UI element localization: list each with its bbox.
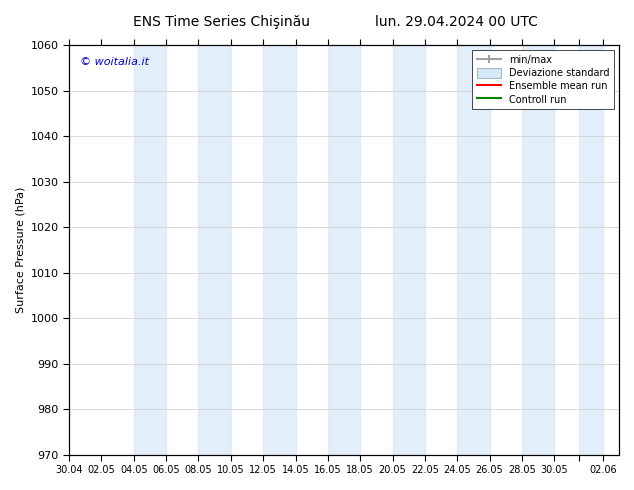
Text: lun. 29.04.2024 00 UTC: lun. 29.04.2024 00 UTC bbox=[375, 15, 538, 29]
Text: © woitalia.it: © woitalia.it bbox=[80, 57, 149, 67]
Text: ENS Time Series Chişinău: ENS Time Series Chişinău bbox=[133, 15, 311, 29]
Bar bbox=[198, 45, 231, 455]
Bar bbox=[522, 45, 554, 455]
Legend: min/max, Deviazione standard, Ensemble mean run, Controll run: min/max, Deviazione standard, Ensemble m… bbox=[472, 50, 614, 109]
Bar bbox=[457, 45, 489, 455]
Bar bbox=[392, 45, 425, 455]
Bar bbox=[579, 45, 603, 455]
Bar bbox=[134, 45, 166, 455]
Y-axis label: Surface Pressure (hPa): Surface Pressure (hPa) bbox=[15, 187, 25, 313]
Bar bbox=[328, 45, 360, 455]
Bar bbox=[263, 45, 295, 455]
